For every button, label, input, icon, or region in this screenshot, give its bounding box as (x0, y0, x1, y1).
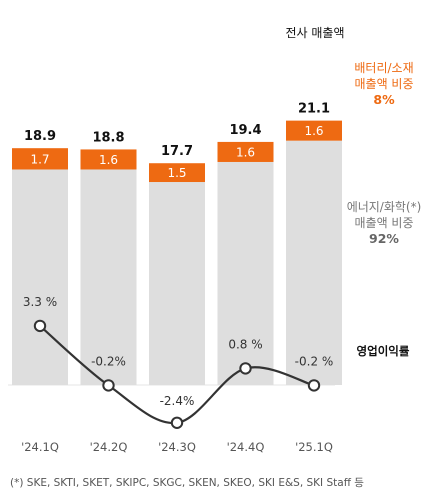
legend-energy-pct: 92% (369, 231, 399, 246)
legend: 전사 매출액 배터리/소재 매출액 비중 8% 에너지/화학(*) 매출액 비중… (285, 26, 421, 358)
operating-margin-label-0: 3.3 % (23, 295, 57, 309)
bar-battery-1 (80, 149, 137, 170)
total-value-label-2: 17.7 (161, 144, 193, 159)
operating-margin-point-1 (102, 379, 115, 392)
legend-energy-line2: 매출액 비중 (354, 216, 413, 230)
bar-energy-1 (80, 169, 137, 385)
bars-layer (12, 120, 342, 385)
legend-battery-pct: 8% (373, 92, 395, 107)
x-axis-ticks: '24.1Q '24.2Q '24.3Q '24.4Q '25.1Q (21, 440, 333, 454)
total-value-label-0: 18.9 (24, 129, 56, 144)
total-value-label-4: 21.1 (298, 102, 330, 117)
operating-margin-label-3: 0.8 % (228, 337, 262, 351)
total-value-label-3: 19.4 (229, 123, 261, 138)
bar-energy-2 (149, 182, 205, 385)
bar-labels-layer: 1.7 18.9 1.6 18.8 1.5 17.7 1.6 19.4 1.6 21.1 (24, 102, 330, 180)
battery-value-label-3: 1.6 (236, 145, 255, 159)
battery-value-label-0: 1.7 (30, 152, 49, 166)
footnote: (*) SKE, SKTI, SKET, SKIPC, SKGC, SKEN, … (10, 477, 364, 489)
operating-margin-label-4: -0.2 % (295, 354, 334, 368)
operating-margin-label-1: -0.2% (91, 354, 126, 368)
legend-battery-line2: 매출액 비중 (354, 77, 413, 91)
x-tick-4: '25.1Q (295, 440, 333, 454)
battery-value-label-1: 1.6 (99, 153, 118, 167)
operating-margin-point-3 (239, 362, 252, 375)
legend-operating-margin: 영업이익률 (357, 344, 410, 358)
operating-margin-point-0 (33, 319, 47, 333)
bar-battery-2 (149, 163, 205, 183)
x-tick-3: '24.4Q (227, 440, 265, 454)
bar-energy-4 (286, 140, 342, 385)
bar-battery-0 (12, 148, 68, 170)
operating-margin-label-2: -2.4% (160, 394, 195, 408)
bar-battery-4 (286, 120, 342, 141)
x-tick-0: '24.1Q (21, 440, 59, 454)
bar-energy-0 (12, 169, 68, 385)
battery-value-label-2: 1.5 (167, 166, 186, 180)
legend-battery-line1: 배터리/소재 (354, 61, 413, 75)
x-tick-1: '24.2Q (90, 440, 128, 454)
legend-energy-line1: 에너지/화학(*) (347, 200, 422, 214)
total-value-label-1: 18.8 (92, 130, 124, 145)
operating-margin-layer: 3.3 % -0.2% -2.4% 0.8 % -0.2 % (23, 295, 334, 429)
operating-margin-point-4 (307, 379, 321, 392)
battery-value-label-4: 1.6 (304, 124, 323, 138)
bar-battery-3 (217, 141, 274, 162)
bar-energy-3 (217, 161, 274, 385)
x-tick-2: '24.3Q (158, 440, 196, 454)
legend-total-revenue: 전사 매출액 (285, 26, 344, 40)
operating-margin-point-2 (170, 416, 184, 429)
